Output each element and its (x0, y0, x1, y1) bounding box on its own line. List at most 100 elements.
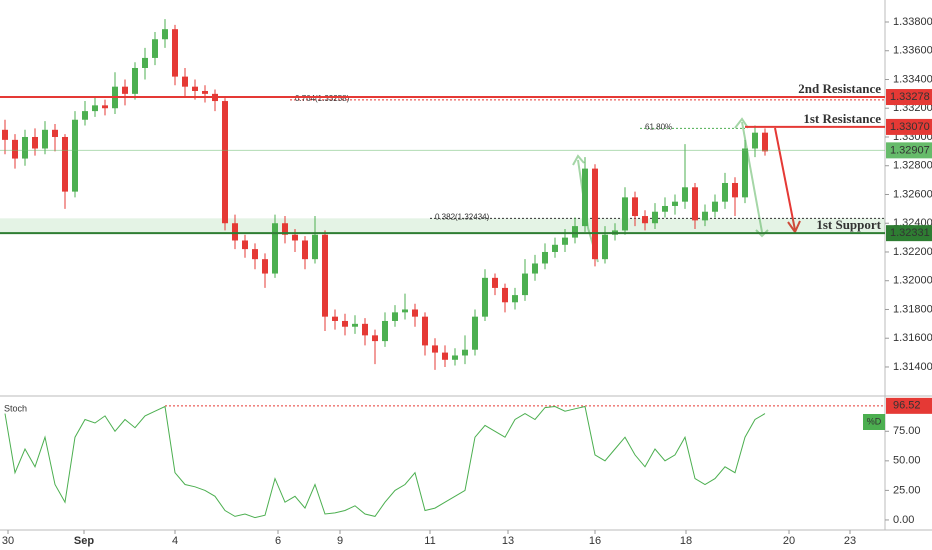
candle-body (252, 249, 258, 260)
y-tick-label: 1.32600 (893, 188, 932, 200)
y-tick-label: 1.31600 (893, 332, 932, 344)
candle-body (262, 259, 268, 274)
legend-tag (863, 414, 885, 430)
x-tick-label: 23 (844, 535, 856, 547)
candle-body (572, 226, 578, 238)
candle-body (502, 287, 508, 303)
candle-body (292, 234, 298, 241)
candle-body (622, 197, 628, 231)
level-tag (886, 225, 932, 242)
y-tick-label: 50.00 (893, 455, 921, 467)
x-tick-label: 6 (275, 535, 281, 547)
candle-body (92, 105, 98, 112)
candle-body (742, 148, 748, 198)
red-arrow-head (787, 220, 801, 235)
candle-body (382, 320, 388, 342)
level-tag-label: 1.32907 (890, 144, 930, 156)
candle-body (312, 234, 318, 260)
y-tick-label: 1.33200 (893, 102, 932, 114)
y-tick-label: 0.00 (893, 514, 914, 526)
level-tag (886, 118, 932, 135)
level-tag-label: 1.32331 (890, 227, 930, 239)
candle-body (512, 295, 518, 303)
candle-body (432, 345, 438, 353)
candle-body (422, 316, 428, 346)
candle-body (412, 309, 418, 317)
x-tick-label: 4 (172, 535, 178, 547)
candle-body (402, 309, 408, 313)
x-tick-label: 9 (337, 535, 343, 547)
x-tick-label: 30 (2, 535, 14, 547)
candle-body (172, 29, 178, 77)
candle-body (222, 101, 228, 224)
legend-label: %D (867, 416, 882, 426)
candle-body (712, 201, 718, 212)
candle-body (62, 136, 68, 192)
candle-body (142, 57, 148, 68)
candle-body (462, 349, 468, 356)
candle-body (652, 211, 658, 224)
candle-body (372, 335, 378, 342)
candle-body (22, 136, 28, 159)
level-tag (886, 397, 932, 414)
x-tick-label: 20 (783, 535, 795, 547)
support-zone (0, 218, 885, 234)
candle-body (722, 182, 728, 202)
y-tick-label: 1.33800 (893, 16, 932, 28)
candle-body (642, 216, 648, 224)
x-tick-label: 18 (680, 535, 692, 547)
candle-body (52, 129, 58, 137)
candle-body (492, 277, 498, 288)
level-tag (886, 89, 932, 106)
y-tick-label: 1.33600 (893, 45, 932, 57)
y-tick-label: 1.32200 (893, 246, 932, 258)
candle-body (682, 187, 688, 202)
candle-body (272, 223, 278, 274)
candle-body (182, 76, 188, 87)
candle-body (302, 240, 308, 260)
candle-body (392, 312, 398, 321)
level-tag (886, 142, 932, 159)
y-tick-label: 75.00 (893, 425, 921, 437)
fib-label: 61.80% (645, 122, 672, 131)
green-arrow-head (572, 154, 585, 166)
x-tick-label: Sep (74, 535, 94, 547)
level-tag-label: 1.33278 (890, 91, 930, 103)
green-arrow-head (755, 229, 769, 238)
red-arrow (774, 127, 796, 231)
candle-body (672, 201, 678, 206)
candle-body (582, 168, 588, 227)
candle-body (542, 251, 548, 264)
candle-body (732, 182, 738, 198)
candle-body (552, 244, 558, 252)
candle-body (342, 320, 348, 327)
fib-label: 0.382(1.32434) (435, 212, 490, 221)
candle-body (72, 119, 78, 192)
candle-body (242, 240, 248, 250)
candle-body (352, 323, 358, 327)
candle-body (662, 205, 668, 212)
candle-body (752, 132, 758, 149)
candle-body (452, 355, 458, 360)
level-name: 1st Resistance (803, 111, 881, 126)
candle-body (332, 316, 338, 321)
candle-body (562, 237, 568, 245)
candle-body (132, 67, 138, 94)
y-tick-label: 1.32800 (893, 160, 932, 172)
candle-body (42, 129, 48, 149)
candle-body (482, 277, 488, 317)
candle-body (232, 223, 238, 241)
level-tag-label: 96.52 (893, 400, 921, 412)
stoch-line (4, 405, 766, 519)
y-tick-label: 1.31800 (893, 303, 932, 315)
x-tick-label: 13 (502, 535, 514, 547)
y-tick-label: 25.00 (893, 484, 921, 496)
green-arrow-head (734, 117, 749, 129)
candle-body (442, 352, 448, 360)
level-tag-label: 1.33070 (890, 121, 930, 133)
candle-body (532, 263, 538, 274)
level-name: 1st Support (816, 217, 881, 232)
candle-body (602, 234, 608, 260)
